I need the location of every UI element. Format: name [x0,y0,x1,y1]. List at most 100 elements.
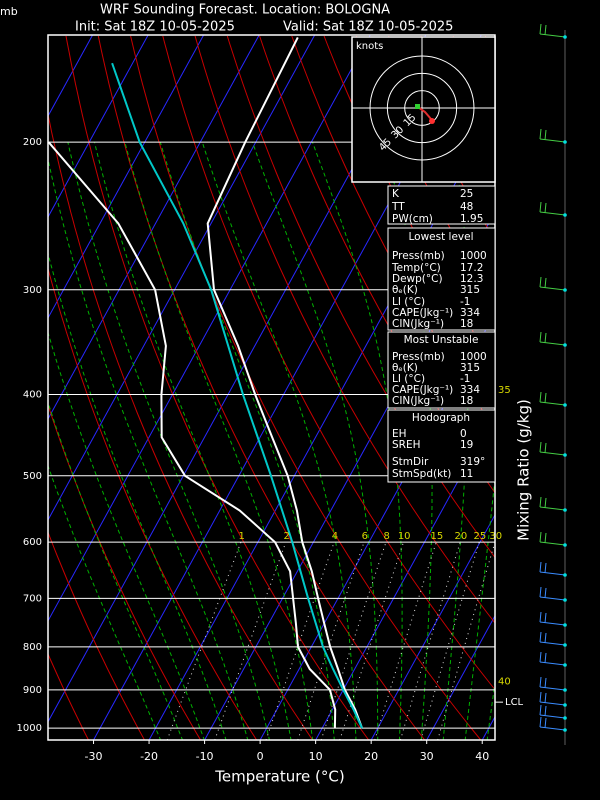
dry-adiabat [162,35,495,691]
chart-title: WRF Sounding Forecast. Location: BOLOGNA [100,3,390,18]
wind-barb-flag [539,586,542,598]
x-tick-label: -30 [85,750,103,763]
wind-barb-flag [539,128,542,140]
wind-point [563,573,567,577]
wind-barb [539,33,566,38]
wind-barb-flag [539,531,542,543]
wind-barb-flag [539,23,542,35]
wind-barb-flag [544,129,547,141]
wind-barb [539,401,566,406]
index-label: K [392,188,400,200]
x-tick-label: 40 [475,750,489,763]
index-value: 319° [460,456,485,468]
y-tick-label: 200 [23,137,42,148]
hodograph-start [415,104,420,109]
hodograph-ring [386,72,458,144]
wind-barb-flag [544,202,547,214]
isotherm [315,412,495,740]
wind-barb [539,451,566,456]
wind-barb [539,621,566,626]
moist-adiabat [252,142,379,740]
wind-barb [539,506,566,511]
x-tick-label: 10 [309,750,323,763]
index-value: 334 [460,307,480,319]
y-tick-label: 400 [23,390,42,401]
wind-barb-flag [544,442,547,454]
y-axis-label: mb [0,5,18,18]
wind-barb [539,726,566,731]
wind-barb [539,211,566,216]
wind-point [563,643,567,647]
wind-barb-flag [539,716,542,728]
index-box [387,185,496,225]
wind-point [563,403,567,407]
index-label: LI (°C) [392,373,425,385]
x-tick-label: -20 [140,750,158,763]
wind-barb-flag [539,704,542,716]
index-box-title: Hodograph [412,412,470,424]
y-tick-label: 300 [23,285,42,296]
hodograph-unit: knots [356,41,383,52]
wind-barb [539,341,566,346]
dry-adiabat [48,111,314,740]
mixing-ratio-label: 4 [332,531,338,542]
x-tick-label: 0 [257,750,264,763]
wind-barb-flag [539,691,542,703]
wind-barb [539,641,566,646]
y-tick-label: 500 [23,471,42,482]
y-tick-label: 1000 [17,723,42,734]
hodograph-ring [404,90,440,126]
index-box-title: Most Unstable [404,334,479,346]
index-value: 0 [460,428,467,440]
x-tick-label: 30 [420,750,434,763]
profile-line [111,62,364,729]
moist-adiabat [48,464,162,740]
dry-adiabat [48,403,202,740]
wind-barb-flag [544,532,547,544]
wind-barb-flag [544,632,547,644]
profile-line [206,36,364,729]
wind-point [563,728,567,732]
x-axis-label: Temperature (°C) [214,768,344,786]
isotherm [370,513,495,740]
index-label: StmDir [392,456,429,468]
wind-point [563,703,567,707]
moist-adiabat-label: 35 [498,385,511,396]
wind-barb-flag [544,277,547,289]
moist-adiabat [67,142,270,740]
mixing-ratio-label: 25 [474,531,487,542]
init-time: Init: Sat 18Z 10-05-2025 [75,20,235,35]
wind-barb-flag [544,24,547,36]
index-value: 1000 [460,351,487,363]
wind-barb [539,686,566,691]
dry-adiabat [226,35,495,559]
wind-point [563,35,567,39]
y-tick-label: 900 [23,685,42,696]
index-value: 18 [460,318,473,330]
wind-point [563,663,567,667]
wind-barb-flag [544,677,547,689]
profile-line [48,141,337,729]
index-value: 315 [460,284,480,296]
x-tick-label: -10 [196,750,214,763]
index-label: CIN(Jkg⁻¹) [392,318,444,330]
index-box [387,227,496,331]
isotherm [48,35,371,622]
y-tick-label: 800 [23,642,42,653]
mixing-ratio-label: 20 [455,531,468,542]
wind-barb-flag [544,717,547,729]
wind-barb-flag [544,562,547,574]
index-box [387,409,496,483]
wind-barb-flag [539,276,542,288]
index-value: 11 [460,468,473,480]
mixing-ratio-line [166,541,242,740]
wind-barb-flag [544,652,547,664]
mixing-ratio-label: 8 [384,531,390,542]
wind-barb [539,714,566,719]
storm-motion [429,118,435,124]
isotherm [426,614,495,740]
index-value: -1 [460,373,470,385]
wind-barb-flag [539,201,542,213]
